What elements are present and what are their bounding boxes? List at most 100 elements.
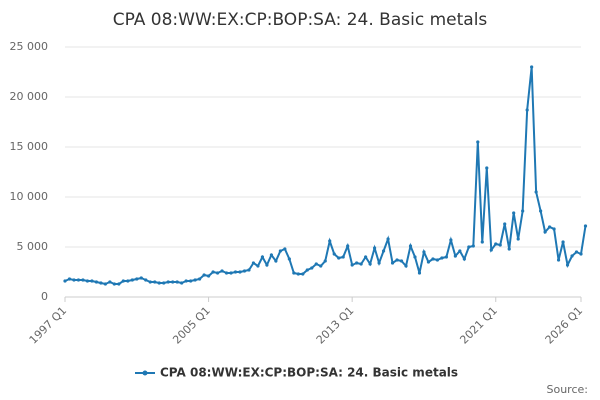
data-point [130, 278, 134, 282]
data-point [552, 227, 556, 231]
data-point [521, 209, 525, 213]
data-point [534, 190, 538, 194]
data-point [328, 239, 332, 243]
data-point [323, 259, 327, 263]
data-point [561, 240, 565, 244]
data-point [404, 264, 408, 268]
data-point [489, 248, 493, 252]
data-point [126, 279, 130, 283]
x-tick-label: 2026 Q1 [543, 304, 586, 347]
data-point [408, 244, 413, 248]
data-point [215, 271, 220, 275]
data-point [355, 261, 359, 265]
series-line [64, 66, 587, 286]
data-point [319, 264, 323, 268]
data-point [121, 279, 125, 283]
data-point [198, 277, 202, 281]
data-point [485, 166, 489, 170]
data-point [440, 256, 444, 260]
data-point [494, 242, 498, 246]
data-point [422, 250, 426, 254]
data-point [292, 271, 296, 275]
y-tick-label: 25 000 [10, 40, 49, 53]
data-point [413, 255, 417, 259]
data-point [467, 245, 471, 249]
data-point [341, 255, 345, 259]
data-point [283, 247, 287, 251]
data-point [153, 280, 157, 284]
data-point [108, 280, 112, 284]
data-point [381, 249, 386, 253]
data-point [359, 262, 363, 266]
source-label: Source: [547, 383, 589, 396]
data-point [287, 257, 291, 261]
data-point [117, 282, 121, 286]
data-point [63, 279, 67, 283]
data-point [310, 266, 314, 270]
data-point [99, 281, 103, 285]
data-point [565, 263, 570, 267]
data-point [453, 254, 457, 258]
data-point [211, 270, 215, 274]
data-point [305, 268, 309, 272]
y-tick-label: 15 000 [10, 140, 49, 153]
data-point [530, 65, 534, 69]
data-point [184, 279, 188, 283]
data-point [373, 246, 377, 250]
data-point [193, 278, 197, 282]
x-tick-label: 2013 Q1 [314, 304, 357, 347]
legend-marker [142, 370, 148, 376]
data-point [139, 276, 143, 280]
data-point [507, 247, 511, 251]
data-point [90, 279, 94, 283]
data-point [377, 261, 381, 265]
data-point [579, 252, 583, 256]
data-point [471, 244, 475, 248]
data-point [251, 261, 256, 265]
data-point [269, 253, 273, 257]
data-point [426, 260, 431, 264]
data-point [171, 280, 175, 284]
data-point [570, 254, 574, 258]
data-point [242, 269, 247, 273]
data-point [238, 270, 242, 274]
data-point [229, 271, 233, 275]
chart-title: CPA 08:WW:EX:CP:BOP:SA: 24. Basic metals [113, 10, 488, 30]
data-point [390, 261, 395, 265]
data-point [346, 244, 350, 248]
data-point [350, 263, 354, 267]
data-point [431, 257, 435, 261]
data-point [476, 140, 480, 144]
data-point [444, 255, 448, 259]
data-point [498, 243, 502, 247]
data-point [233, 270, 238, 274]
data-point [332, 252, 336, 256]
data-point [180, 281, 184, 285]
data-point [157, 281, 161, 285]
data-point [296, 272, 300, 276]
data-point [512, 211, 516, 215]
x-tick-label: 2021 Q1 [457, 304, 500, 347]
y-tick-label: 10 000 [10, 190, 49, 203]
data-point [503, 222, 507, 226]
data-point [364, 255, 368, 259]
data-point [458, 249, 462, 253]
data-point [314, 262, 318, 266]
data-point [224, 271, 229, 275]
data-point [399, 259, 404, 263]
data-point [85, 279, 90, 283]
data-point [278, 249, 282, 253]
data-point [539, 209, 543, 213]
data-point [144, 278, 148, 282]
data-point [574, 250, 579, 254]
data-point [103, 282, 107, 286]
data-point [148, 280, 152, 284]
data-point [417, 271, 422, 275]
data-point [175, 280, 179, 284]
data-point [462, 257, 466, 261]
data-point [260, 255, 265, 259]
x-tick-label: 2005 Q1 [170, 304, 213, 347]
data-point [112, 282, 116, 286]
legend-label: CPA 08:WW:EX:CP:BOP:SA: 24. Basic metals [160, 366, 458, 380]
data-point [166, 280, 170, 284]
